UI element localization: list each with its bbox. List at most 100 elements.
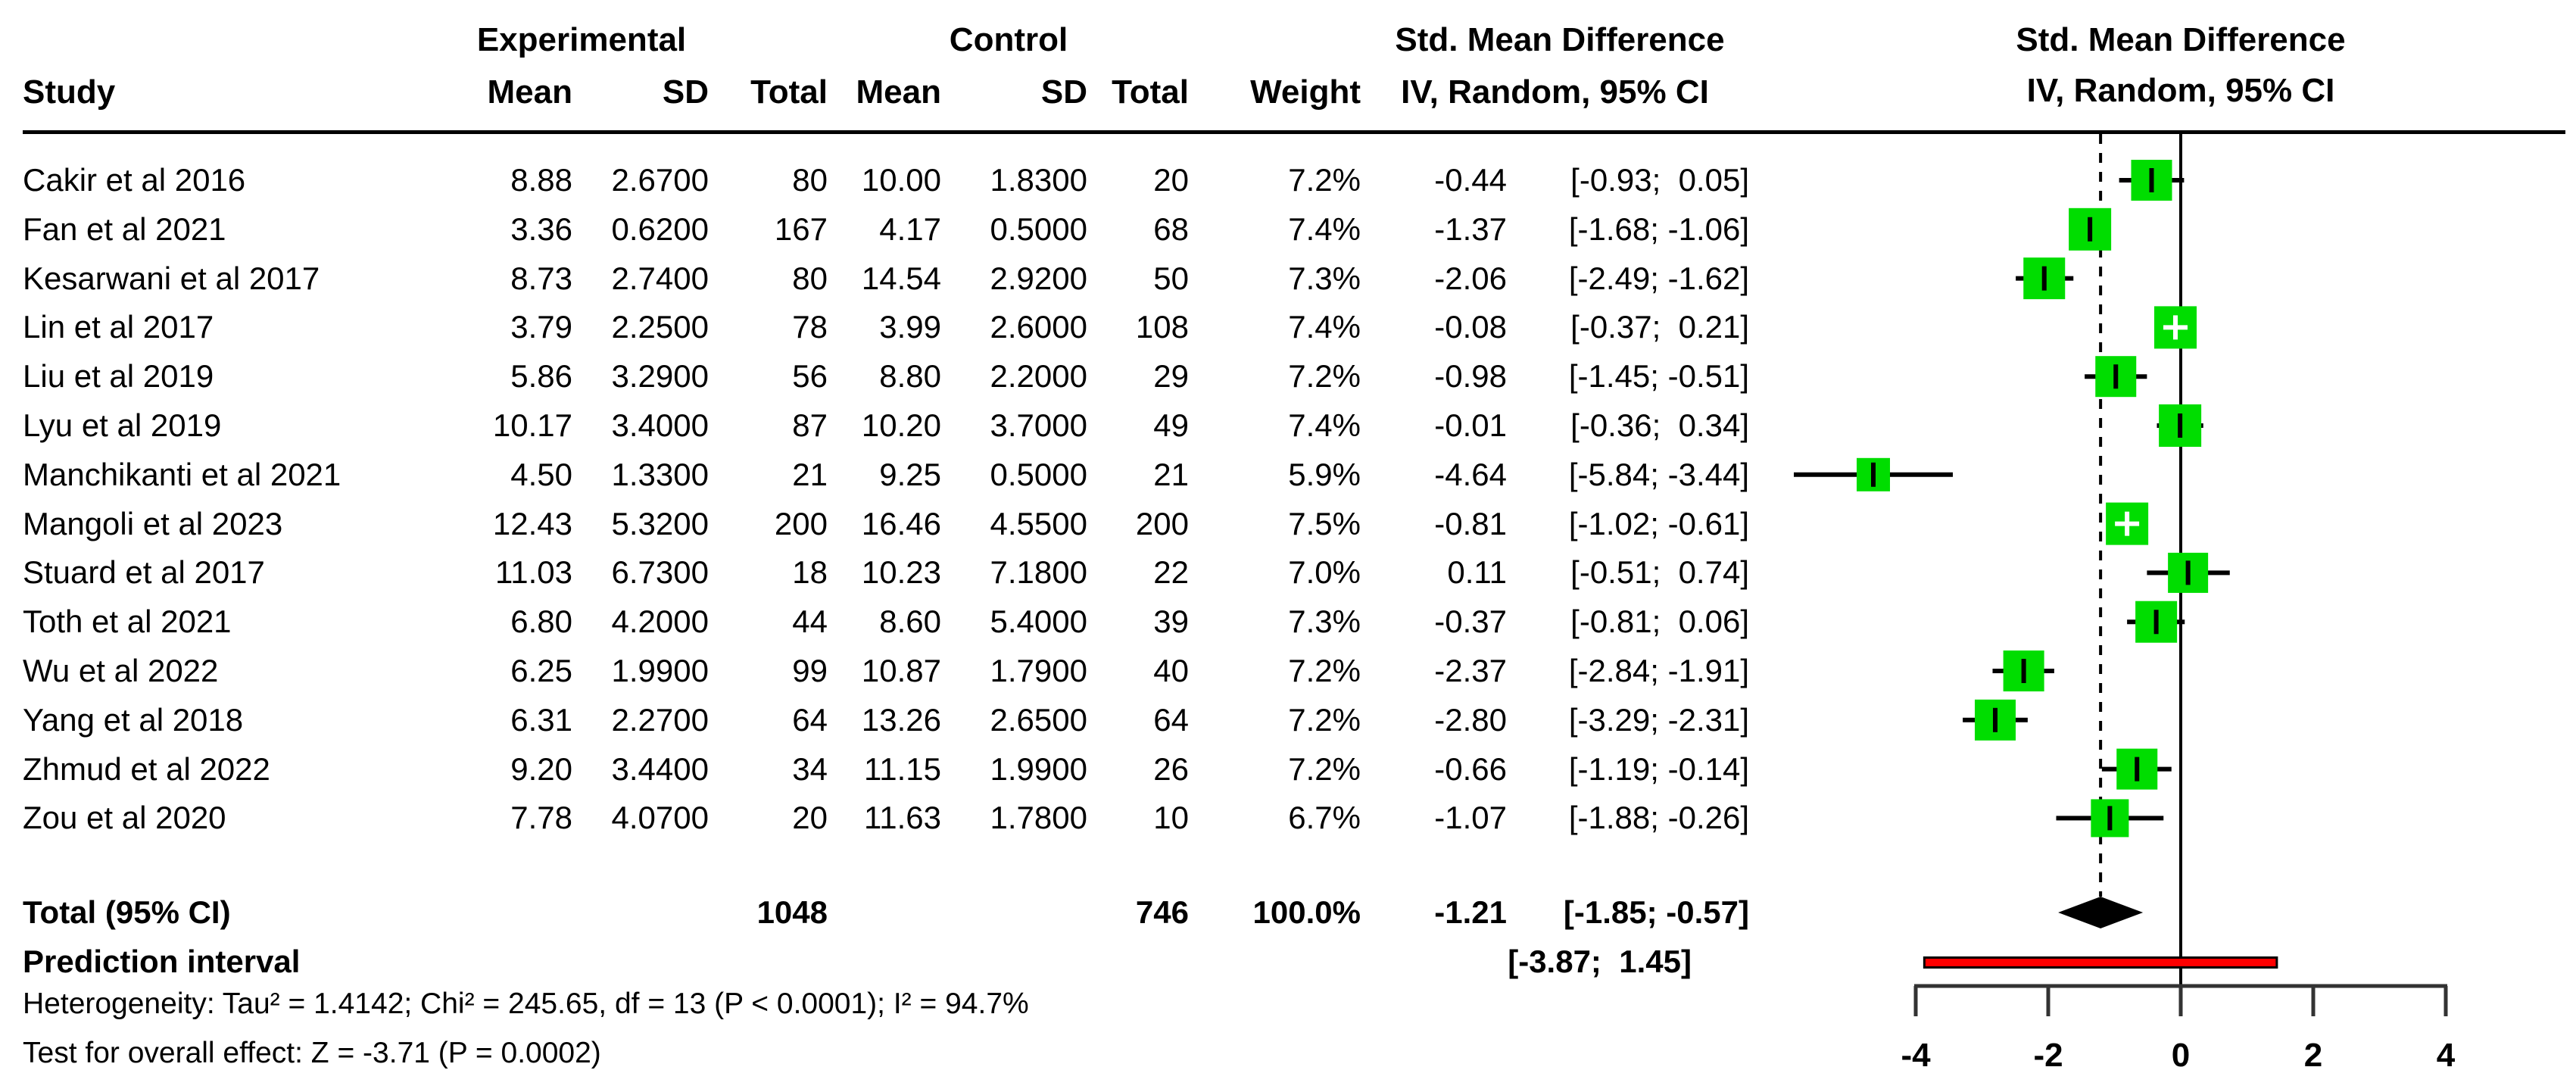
study-row: Manchikanti et al 2021 4.50 1.3300 21 9.25 0.… [23,451,1749,499]
study-name: Stuard et al 2017 [23,554,265,591]
exp-sd: 1.3300 [611,456,709,492]
study-row: Liu et al 2019 5.86 3.2900 56 8.80 2.2000 29 7.… [23,352,1749,401]
exp-total: 34 [792,750,828,787]
total-ctl-total: 746 [1135,894,1189,930]
ctl-mean: 3.99 [879,309,941,345]
prediction-interval-label: Prediction interval [23,944,301,979]
exp-mean-column-header: Mean [487,73,572,111]
exp-total: 64 [792,701,828,738]
exp-mean: 3.79 [510,309,572,345]
exp-group-header: Experimental [476,21,687,58]
exp-mean: 5.86 [510,358,572,395]
weight: 7.2% [1288,653,1361,688]
ctl-total: 49 [1153,407,1189,443]
ctl-mean: 10.87 [861,653,941,688]
exp-total-column-header: Total [750,73,828,111]
ctl-total: 26 [1153,750,1189,787]
study-name: Mangoli et al 2023 [23,505,283,541]
ctl-total: 22 [1153,554,1189,591]
smd-ci: [-1.19; -0.14] [1568,750,1749,787]
study-name: Toth et al 2021 [23,604,232,640]
exp-sd: 2.2700 [611,701,709,738]
exp-mean: 8.88 [510,162,572,198]
ctl-mean: 10.00 [861,162,941,198]
exp-mean: 9.20 [510,750,572,787]
smd-value: -0.66 [1434,750,1507,787]
smd-ci: [-0.93; 0.05] [1570,162,1749,198]
study-name: Zhmud et al 2022 [23,750,270,787]
forest-plot: -4 -2 0 2 4 [1794,134,2456,1074]
exp-total: 80 [792,260,828,296]
axis-tick-label: 0 [2172,1037,2190,1074]
prediction-interval-row: Prediction interval [-3.87; 1.45] [23,938,1749,986]
study-row: Lyu et al 2019 10.17 3.4000 87 10.20 3.7000 49… [23,401,1749,450]
study-name: Cakir et al 2016 [23,162,246,198]
ctl-mean: 10.20 [861,407,941,443]
smd-plot-subheader: IV, Random, 95% CI [2026,72,2335,109]
pooled-diamond [2058,897,2144,928]
ctl-sd: 0.5000 [990,211,1087,247]
ctl-sd: 2.6500 [990,701,1087,738]
ctl-mean: 13.26 [861,701,941,738]
smd-ci: [-0.36; 0.34] [1570,407,1749,443]
study-row: Yang et al 2018 6.31 2.2700 64 13.26 2.6500 64… [23,696,1749,744]
total-smd-ci: [-1.85; -0.57] [1563,894,1749,930]
ctl-mean: 16.46 [861,505,941,541]
exp-sd-column-header: SD [662,73,709,111]
smd-plot-header: Std. Mean Difference [2016,21,2346,58]
ctl-mean: 9.25 [879,456,941,492]
weight: 7.2% [1288,162,1361,198]
header-rule [23,130,2565,134]
smd-ci: [-3.29; -2.31] [1568,701,1749,738]
total-label: Total (95% CI) [23,894,231,930]
ctl-mean: 4.17 [879,211,941,247]
study-row: Wu et al 2022 6.25 1.9900 99 10.87 1.7900 40 7.… [23,647,1749,695]
smd-ci: [-0.81; 0.06] [1570,604,1749,640]
ctl-sd: 4.5500 [990,505,1087,541]
ctl-sd: 3.7000 [990,407,1087,443]
exp-total: 20 [792,800,828,836]
ctl-mean-column-header: Mean [856,73,941,111]
exp-sd: 5.3200 [611,505,709,541]
exp-sd: 3.4400 [611,750,709,787]
exp-mean: 7.78 [510,800,572,836]
smd-value: -0.81 [1434,505,1507,541]
study-name: Lin et al 2017 [23,309,214,345]
total-row: Total (95% CI) 1048 746 100.0% -1.21 [-1… [23,888,1749,937]
ctl-mean: 11.63 [864,800,941,836]
weight: 7.3% [1288,260,1361,296]
weight: 7.2% [1288,750,1361,787]
smd-value: -0.37 [1434,604,1507,640]
ctl-sd: 2.6000 [990,309,1087,345]
ctl-total: 68 [1153,211,1189,247]
smd-ci: [-1.02; -0.61] [1568,505,1749,541]
ctl-sd: 2.2000 [990,358,1087,395]
ctl-total: 50 [1153,260,1189,296]
study-name: Manchikanti et al 2021 [23,456,341,492]
exp-total: 18 [792,554,828,591]
exp-total: 200 [774,505,828,541]
ctl-sd-column-header: SD [1040,73,1087,111]
smd-ci: [-5.84; -3.44] [1568,456,1749,492]
study-name: Lyu et al 2019 [23,407,222,443]
ctl-total: 21 [1153,456,1189,492]
ctl-total: 10 [1153,800,1189,836]
weight: 7.2% [1288,358,1361,395]
ctl-sd: 1.7800 [990,800,1087,836]
exp-mean: 8.73 [510,260,572,296]
ctl-total: 39 [1153,604,1189,640]
smd-ci: [-1.68; -1.06] [1568,211,1749,247]
smd-ci: [-2.84; -1.91] [1568,653,1749,688]
ctl-sd: 5.4000 [990,604,1087,640]
exp-total: 87 [792,407,828,443]
exp-mean: 11.03 [495,554,572,591]
ctl-sd: 0.5000 [990,456,1087,492]
exp-total: 56 [792,358,828,395]
ctl-sd: 1.8300 [990,162,1087,198]
weight: 7.5% [1288,505,1361,541]
ctl-mean: 8.60 [879,604,941,640]
smd-value: -0.08 [1434,309,1507,345]
axis-tick-label: 2 [2304,1037,2322,1074]
smd-ci: [-0.51; 0.74] [1570,554,1749,591]
exp-mean: 10.17 [492,407,572,443]
